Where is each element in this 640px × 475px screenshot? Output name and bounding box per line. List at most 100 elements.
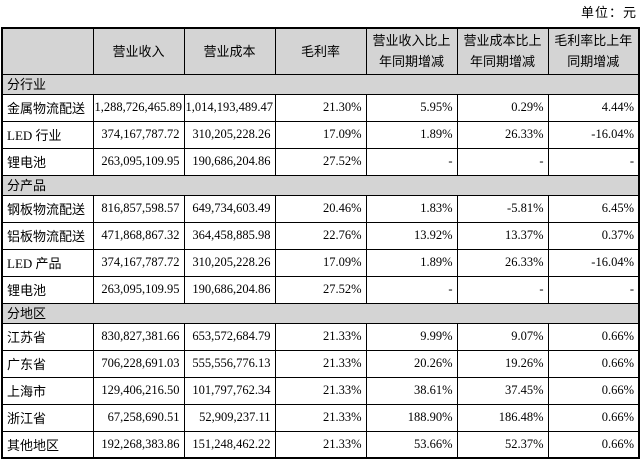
row-label-cell: 其他地区 xyxy=(1,430,94,459)
value-cell: 706,228,691.03 xyxy=(92,349,185,378)
value-cell: 1,014,193,489.47 xyxy=(183,93,276,122)
value-cell: -5.81% xyxy=(456,194,549,223)
value-cell: 101,797,762.34 xyxy=(183,376,276,405)
value-cell: 5.95% xyxy=(365,93,458,122)
table-row: 钢板物流配送 816,857,598.57 649,734,603.49 20.46%… xyxy=(1,194,640,223)
value-cell: 310,205,228.26 xyxy=(183,120,276,149)
value-cell: 52.37% xyxy=(456,430,549,459)
row-label-cell: 锂电池 xyxy=(1,147,94,176)
row-label-cell: 浙江省 xyxy=(1,403,94,432)
table-row: 浙江省 67,258,690.51 52,909,237.11 21.33% 188.9… xyxy=(1,403,640,432)
value-cell: 1.89% xyxy=(365,120,458,149)
section-title: 分行业 xyxy=(1,73,640,95)
table-row: 铝板物流配送 471,868,867.32 364,458,885.98 22.76%… xyxy=(1,221,640,250)
section-title: 分产品 xyxy=(1,174,640,196)
value-cell: 830,827,381.66 xyxy=(92,322,185,351)
column-header: 营业收入 xyxy=(92,27,185,75)
value-cell: 151,248,462.22 xyxy=(183,430,276,459)
unit-label: 单位：元 xyxy=(580,5,637,20)
value-cell: 374,167,787.72 xyxy=(92,120,185,149)
value-cell: 1.89% xyxy=(365,248,458,277)
value-cell: 0.66% xyxy=(547,349,640,378)
value-cell: 0.29% xyxy=(456,93,549,122)
column-header: 营业成本比上年同期增减 xyxy=(456,27,549,75)
row-label-column-header xyxy=(1,27,94,75)
section-title: 分地区 xyxy=(1,302,640,324)
table-row: 江苏省 830,827,381.66 653,572,684.79 21.33% 9.9… xyxy=(1,322,640,351)
table-row: 锂电池 263,095,109.95 190,686,204.86 27.52% - - - xyxy=(1,147,640,176)
table-row: 金属物流配送 1,288,726,465.89 1,014,193,489.47 21… xyxy=(1,93,640,122)
value-cell: 21.33% xyxy=(274,403,367,432)
value-cell: 555,556,776.13 xyxy=(183,349,276,378)
section-header-row: 分地区 xyxy=(1,302,640,324)
table-row: LED 行业 374,167,787.72 310,205,228.26 17.09%… xyxy=(1,120,640,149)
value-cell: 4.44% xyxy=(547,93,640,122)
value-cell: 653,572,684.79 xyxy=(183,322,276,351)
value-cell: 188.90% xyxy=(365,403,458,432)
value-cell: 310,205,228.26 xyxy=(183,248,276,277)
column-header: 毛利率 xyxy=(274,27,367,75)
value-cell: 263,095,109.95 xyxy=(92,147,185,176)
value-cell: 0.66% xyxy=(547,322,640,351)
row-label-cell: 金属物流配送 xyxy=(1,93,94,122)
value-cell: 186.48% xyxy=(456,403,549,432)
table-row: 广东省 706,228,691.03 555,556,776.13 21.33% 20.… xyxy=(1,349,640,378)
value-cell: 13.37% xyxy=(456,221,549,250)
value-cell: 67,258,690.51 xyxy=(92,403,185,432)
row-label-cell: 广东省 xyxy=(1,349,94,378)
value-cell: 21.33% xyxy=(274,322,367,351)
value-cell: 37.45% xyxy=(456,376,549,405)
value-cell: 21.30% xyxy=(274,93,367,122)
segment-table: 营业收入 营业成本 毛利率 营业收入比上年同期增减 营业成本比上年同期增减 毛利率比上年同… xyxy=(1,27,640,460)
value-cell: 1.83% xyxy=(365,194,458,223)
row-label-cell: 上海市 xyxy=(1,376,94,405)
value-cell: 17.09% xyxy=(274,248,367,277)
value-cell: 21.33% xyxy=(274,376,367,405)
value-cell: 19.26% xyxy=(456,349,549,378)
value-cell: -16.04% xyxy=(547,248,640,277)
value-cell: 190,686,204.86 xyxy=(183,275,276,304)
row-label-cell: 铝板物流配送 xyxy=(1,221,94,250)
row-label-cell: LED 产品 xyxy=(1,248,94,277)
value-cell: - xyxy=(456,147,549,176)
row-label-cell: 钢板物流配送 xyxy=(1,194,94,223)
value-cell: 9.07% xyxy=(456,322,549,351)
value-cell: 364,458,885.98 xyxy=(183,221,276,250)
value-cell: 263,095,109.95 xyxy=(92,275,185,304)
value-cell: - xyxy=(547,147,640,176)
row-label-cell: 锂电池 xyxy=(1,275,94,304)
value-cell: - xyxy=(547,275,640,304)
value-cell: 129,406,216.50 xyxy=(92,376,185,405)
table-row: 上海市 129,406,216.50 101,797,762.34 21.33% 38.… xyxy=(1,376,640,405)
value-cell: 21.33% xyxy=(274,430,367,459)
value-cell: 20.46% xyxy=(274,194,367,223)
value-cell: 0.37% xyxy=(547,221,640,250)
row-label-cell: 江苏省 xyxy=(1,322,94,351)
column-header: 毛利率比上年同期增减 xyxy=(547,27,640,75)
column-header: 营业收入比上年同期增减 xyxy=(365,27,458,75)
table-row: LED 产品 374,167,787.72 310,205,228.26 17.09%… xyxy=(1,248,640,277)
value-cell: - xyxy=(365,275,458,304)
value-cell: 0.66% xyxy=(547,376,640,405)
row-label-cell: LED 行业 xyxy=(1,120,94,149)
section-header-row: 分产品 xyxy=(1,174,640,196)
value-cell: 0.66% xyxy=(547,430,640,459)
value-cell: 20.26% xyxy=(365,349,458,378)
value-cell: 38.61% xyxy=(365,376,458,405)
section-header-row: 分行业 xyxy=(1,73,640,95)
value-cell: 27.52% xyxy=(274,275,367,304)
value-cell: 190,686,204.86 xyxy=(183,147,276,176)
value-cell: - xyxy=(365,147,458,176)
column-header: 营业成本 xyxy=(183,27,276,75)
value-cell: 0.66% xyxy=(547,403,640,432)
value-cell: 1,288,726,465.89 xyxy=(92,93,185,122)
value-cell: -16.04% xyxy=(547,120,640,149)
value-cell: 17.09% xyxy=(274,120,367,149)
table-row: 锂电池 263,095,109.95 190,686,204.86 27.52% - - - xyxy=(1,275,640,304)
value-cell: 26.33% xyxy=(456,120,549,149)
value-cell: 26.33% xyxy=(456,248,549,277)
value-cell: 9.99% xyxy=(365,322,458,351)
value-cell: 52,909,237.11 xyxy=(183,403,276,432)
value-cell: 27.52% xyxy=(274,147,367,176)
